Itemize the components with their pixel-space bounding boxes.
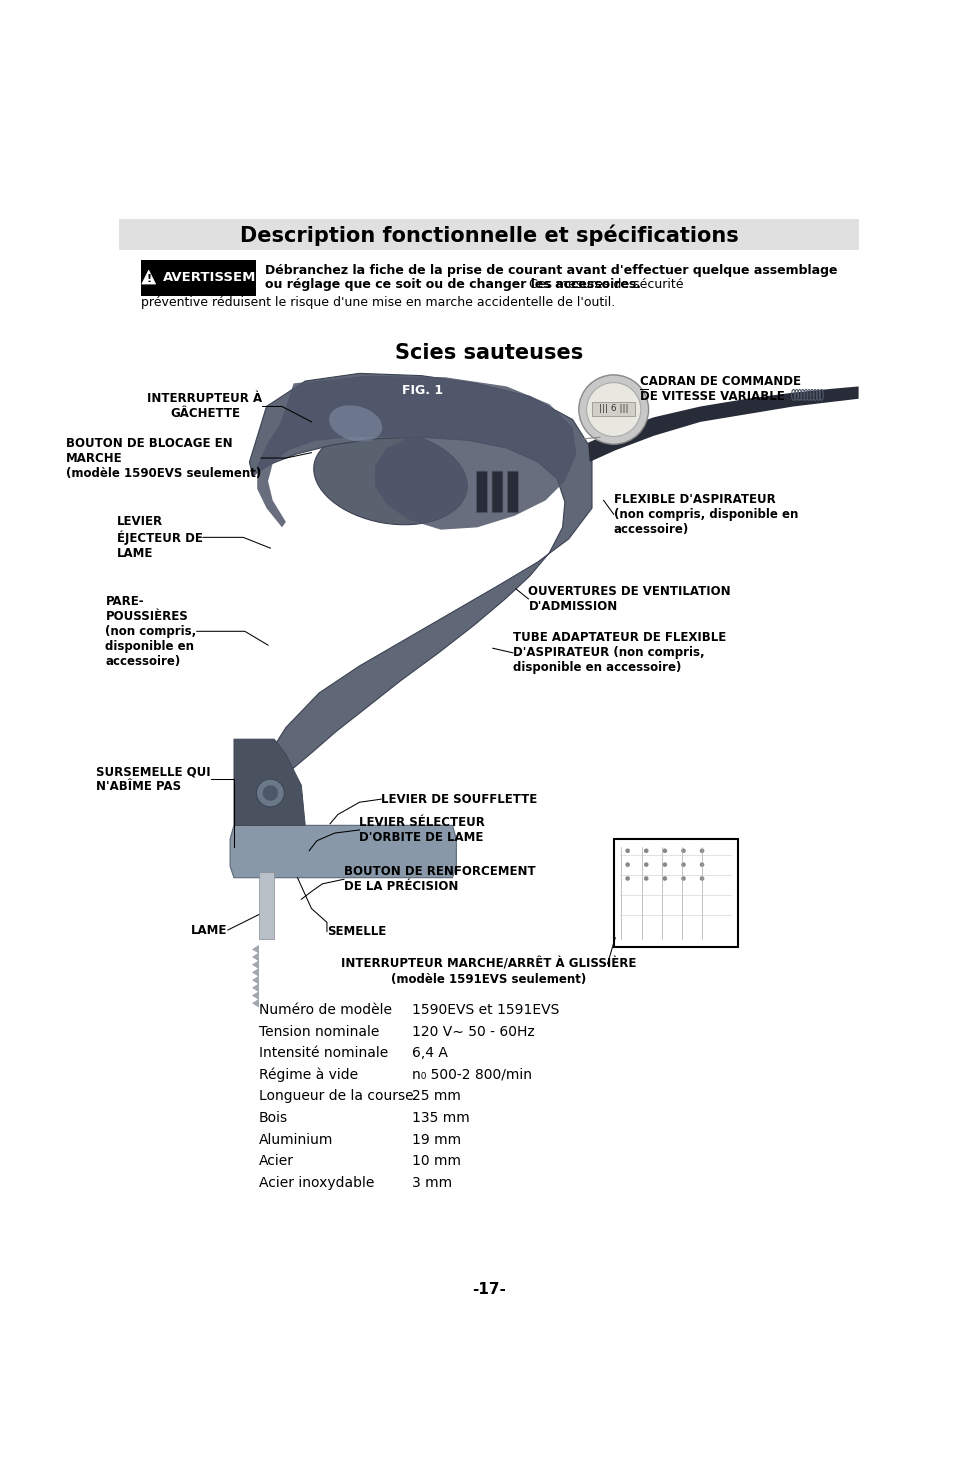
- Text: LEVIER DE SOUFFLETTE: LEVIER DE SOUFFLETTE: [381, 792, 537, 805]
- Ellipse shape: [329, 406, 382, 441]
- FancyBboxPatch shape: [476, 471, 487, 513]
- Circle shape: [680, 863, 685, 867]
- Bar: [592, 401, 635, 416]
- Text: SURSEMELLE QUI
N'ABÎME PAS: SURSEMELLE QUI N'ABÎME PAS: [96, 766, 211, 794]
- Text: Régime à vide: Régime à vide: [258, 1068, 357, 1083]
- Circle shape: [578, 375, 648, 444]
- Text: CADRAN DE COMMANDE
DE VITESSE VARIABLE: CADRAN DE COMMANDE DE VITESSE VARIABLE: [639, 375, 801, 403]
- Polygon shape: [253, 984, 258, 991]
- Bar: [258, 872, 274, 940]
- Bar: [119, 220, 858, 251]
- Circle shape: [699, 863, 703, 867]
- Circle shape: [680, 876, 685, 881]
- Text: TUBE ADAPTATEUR DE FLEXIBLE
D'ASPIRATEUR (non compris,
disponible en accessoire): TUBE ADAPTATEUR DE FLEXIBLE D'ASPIRATEUR…: [513, 631, 725, 674]
- Polygon shape: [253, 976, 258, 984]
- Text: INTERRUPTEUR À
GÂCHETTE: INTERRUPTEUR À GÂCHETTE: [148, 392, 262, 420]
- Text: Aluminium: Aluminium: [258, 1133, 333, 1146]
- Circle shape: [643, 848, 648, 853]
- Circle shape: [624, 876, 629, 881]
- Polygon shape: [587, 386, 858, 462]
- Text: 1590EVS et 1591EVS: 1590EVS et 1591EVS: [412, 1003, 559, 1018]
- Circle shape: [262, 785, 278, 801]
- Text: AVERTISSEMENT: AVERTISSEMENT: [162, 271, 285, 285]
- Text: FIG. 1: FIG. 1: [402, 384, 443, 397]
- Text: BOSCH: BOSCH: [365, 521, 438, 553]
- Text: LEVIER
ÉJECTEUR DE
LAME: LEVIER ÉJECTEUR DE LAME: [117, 515, 203, 559]
- Polygon shape: [253, 945, 258, 953]
- Circle shape: [661, 876, 666, 881]
- Text: 120 V∼ 50 - 60Hz: 120 V∼ 50 - 60Hz: [412, 1025, 535, 1038]
- Polygon shape: [249, 373, 592, 878]
- Circle shape: [624, 848, 629, 853]
- Text: 135 mm: 135 mm: [412, 1111, 470, 1125]
- Text: OUVERTURES DE VENTILATION
D'ADMISSION: OUVERTURES DE VENTILATION D'ADMISSION: [528, 586, 730, 614]
- Text: LEVIER SÉLECTEUR
D'ORBITE DE LAME: LEVIER SÉLECTEUR D'ORBITE DE LAME: [359, 816, 485, 844]
- Text: Scies sauteuses: Scies sauteuses: [395, 342, 582, 363]
- Text: 6,4 A: 6,4 A: [412, 1046, 448, 1061]
- Text: Numéro de modèle: Numéro de modèle: [258, 1003, 392, 1018]
- Text: préventive réduisent le risque d'une mise en marche accidentelle de l'outil.: préventive réduisent le risque d'une mis…: [141, 296, 615, 308]
- Text: FLEXIBLE D'ASPIRATEUR
(non compris, disponible en
accessoire): FLEXIBLE D'ASPIRATEUR (non compris, disp…: [613, 493, 798, 535]
- Polygon shape: [257, 376, 576, 530]
- Circle shape: [661, 863, 666, 867]
- Bar: [613, 839, 737, 947]
- FancyBboxPatch shape: [492, 471, 502, 513]
- Text: LAME: LAME: [192, 923, 228, 937]
- Ellipse shape: [314, 429, 467, 525]
- Text: Acier: Acier: [258, 1153, 294, 1168]
- Text: ||| 6 |||: ||| 6 |||: [598, 404, 628, 413]
- Polygon shape: [233, 739, 305, 826]
- Bar: [141, 260, 255, 295]
- Polygon shape: [253, 953, 258, 960]
- Text: Description fonctionnelle et spécifications: Description fonctionnelle et spécificati…: [239, 224, 738, 245]
- Text: Bois: Bois: [258, 1111, 288, 1125]
- Text: SEMELLE: SEMELLE: [327, 925, 386, 938]
- Bar: [397, 382, 447, 398]
- Text: n₀ 500-2 800/min: n₀ 500-2 800/min: [412, 1068, 532, 1081]
- FancyBboxPatch shape: [507, 471, 517, 513]
- Polygon shape: [253, 969, 258, 976]
- Circle shape: [680, 848, 685, 853]
- Circle shape: [586, 382, 640, 437]
- Circle shape: [643, 863, 648, 867]
- Text: 25 mm: 25 mm: [412, 1090, 460, 1103]
- Circle shape: [643, 876, 648, 881]
- Circle shape: [699, 848, 703, 853]
- Text: Ces mesures de sécurité: Ces mesures de sécurité: [525, 279, 683, 291]
- Text: PARE-
POUSSIÈRES
(non compris,
disponible en
accessoire): PARE- POUSSIÈRES (non compris, disponibl…: [106, 594, 196, 668]
- Polygon shape: [142, 270, 155, 285]
- Text: Tension nominale: Tension nominale: [258, 1025, 378, 1038]
- Text: Longueur de la course: Longueur de la course: [258, 1090, 413, 1103]
- Text: Acier inoxydable: Acier inoxydable: [258, 1176, 374, 1190]
- Circle shape: [661, 848, 666, 853]
- Text: Débranchez la fiche de la prise de courant avant d'effectuer quelque assemblage: Débranchez la fiche de la prise de coura…: [265, 264, 837, 277]
- Circle shape: [624, 863, 629, 867]
- Text: BOUTON DE BLOCAGE EN
MARCHE
(modèle 1590EVS seulement): BOUTON DE BLOCAGE EN MARCHE (modèle 1590…: [66, 437, 261, 479]
- Text: BOUTON DE RENFORCEMENT
DE LA PRÉCISION: BOUTON DE RENFORCEMENT DE LA PRÉCISION: [344, 866, 535, 894]
- Text: INTERRUPTEUR MARCHE/ARRÊT À GLISSIÈRE: INTERRUPTEUR MARCHE/ARRÊT À GLISSIÈRE: [341, 957, 636, 971]
- Polygon shape: [253, 991, 258, 1000]
- Text: !: !: [146, 274, 152, 283]
- Text: 19 mm: 19 mm: [412, 1133, 461, 1146]
- Circle shape: [256, 779, 284, 807]
- Text: 10 mm: 10 mm: [412, 1153, 460, 1168]
- Text: ou réglage que ce soit ou de changer les accessoires.: ou réglage que ce soit ou de changer les…: [265, 279, 640, 291]
- Text: -17-: -17-: [472, 1282, 505, 1297]
- Circle shape: [699, 876, 703, 881]
- Text: 3 mm: 3 mm: [412, 1176, 452, 1190]
- Text: (modèle 1591EVS seulement): (modèle 1591EVS seulement): [391, 974, 586, 985]
- Polygon shape: [253, 960, 258, 969]
- Polygon shape: [230, 826, 456, 878]
- Polygon shape: [253, 1000, 258, 1007]
- Text: Intensité nominale: Intensité nominale: [258, 1046, 388, 1061]
